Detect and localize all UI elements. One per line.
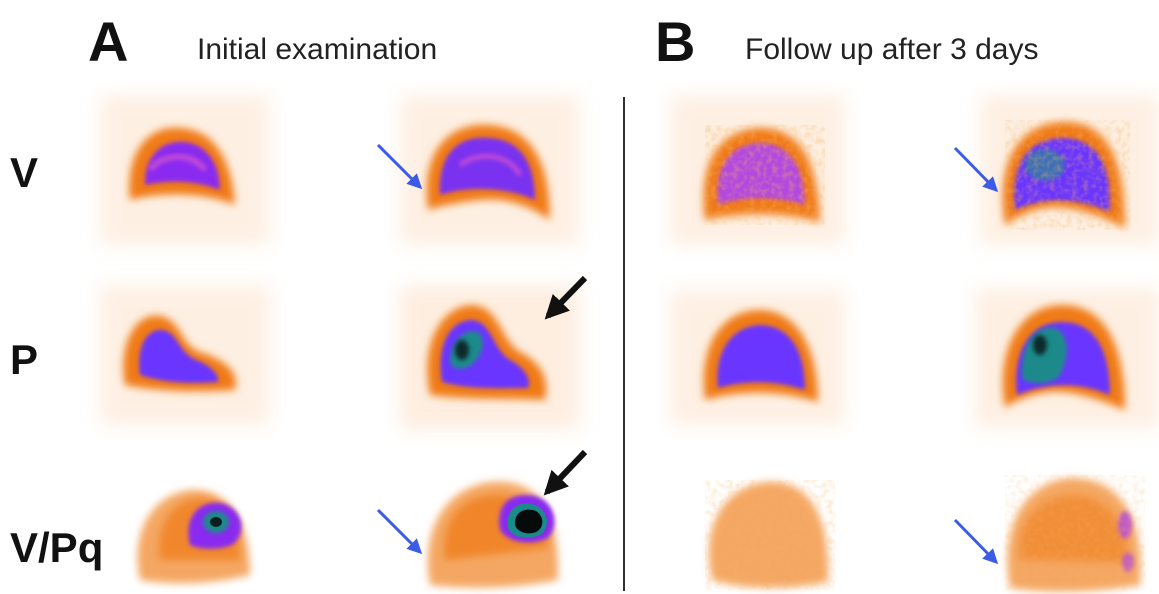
scan-a-v-left xyxy=(100,95,270,245)
black-arrow-a-p xyxy=(544,275,588,320)
row-label-v: V xyxy=(10,149,39,196)
scan-b-vpq-left xyxy=(705,480,835,590)
scan-b-p-right xyxy=(975,288,1159,428)
panel-divider xyxy=(623,97,625,591)
blue-arrow-a-vpq xyxy=(376,508,423,555)
blue-arrow-b-vpq xyxy=(953,518,999,565)
scan-a-vpq-right xyxy=(427,481,559,588)
panel-title-a: Initial examination xyxy=(197,33,438,66)
scan-b-v-right xyxy=(980,95,1159,245)
scan-a-p-left xyxy=(100,285,270,425)
scan-b-vpq-right xyxy=(1005,475,1145,592)
panel-letter-a: A xyxy=(88,10,129,73)
black-arrow-a-vpq xyxy=(543,449,588,496)
scan-a-vpq-left xyxy=(137,489,250,584)
scan-b-v-left xyxy=(670,95,845,245)
scan-b-p-left xyxy=(670,290,845,425)
blue-arrow-a-v xyxy=(376,143,423,190)
row-label-vpq: V/Pq xyxy=(10,524,104,571)
scan-a-v-right xyxy=(400,95,580,245)
panel-letter-b: B xyxy=(655,10,696,73)
row-label-p: P xyxy=(10,336,39,383)
panel-title-b: Follow up after 3 days xyxy=(745,33,1039,66)
blue-arrow-b-v xyxy=(953,146,999,193)
